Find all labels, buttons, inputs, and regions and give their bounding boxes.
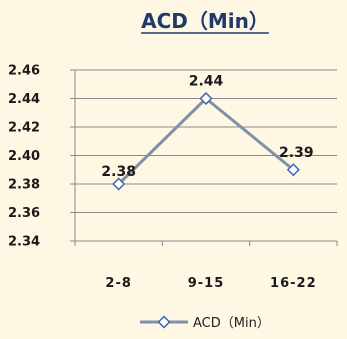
axes — [74, 70, 338, 246]
x-axis-tick-labels: 2-8 9-15 16-22 — [105, 276, 317, 291]
x-tick-label: 9-15 — [188, 276, 225, 291]
data-point-marker — [199, 91, 213, 106]
y-axis-tick-labels: 2.46 2.44 2.42 2.40 2.38 2.36 2.34 — [8, 64, 40, 250]
legend-marker-swatch — [157, 315, 171, 329]
x-tick-label: 2-8 — [105, 276, 132, 291]
data-label: 2.39 — [279, 145, 314, 161]
data-labels: 2.38 2.44 2.39 — [101, 74, 313, 181]
chart-title: ACD（Min） — [141, 9, 269, 33]
y-tick-label: 2.38 — [8, 178, 40, 193]
y-tick-label: 2.42 — [8, 121, 40, 136]
data-label: 2.44 — [189, 74, 224, 90]
y-tick-label: 2.46 — [8, 64, 40, 79]
legend-label: ACD（Min） — [193, 316, 270, 331]
y-tick-label: 2.40 — [8, 149, 40, 164]
data-point-marker — [286, 163, 300, 177]
y-tick-label: 2.34 — [8, 235, 40, 250]
y-tick-label: 2.44 — [8, 92, 40, 107]
y-tick-label: 2.36 — [8, 206, 40, 221]
data-point-marker — [112, 177, 126, 191]
series-layer — [112, 91, 300, 191]
data-label: 2.38 — [101, 164, 136, 180]
legend: ACD（Min） — [140, 315, 270, 331]
series-line — [117, 97, 295, 186]
x-tick-label: 16-22 — [270, 276, 317, 291]
